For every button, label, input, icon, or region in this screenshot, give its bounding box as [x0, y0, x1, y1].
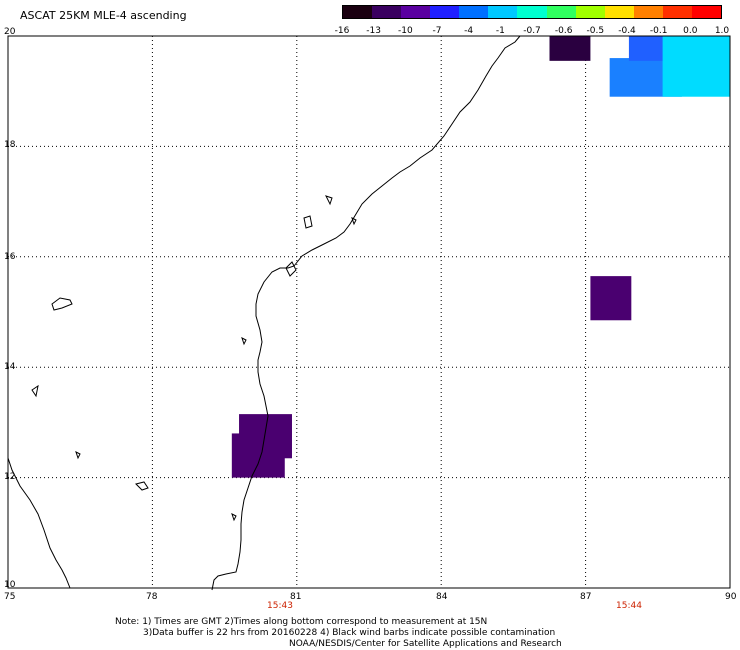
colorbar-swatch-11	[662, 6, 692, 18]
colorbar-label-1: -13	[366, 26, 382, 36]
y-label-16: 16	[4, 252, 16, 262]
colorbar-swatch-9	[604, 6, 634, 18]
purple-patch-east	[590, 276, 632, 321]
colorbar	[342, 5, 722, 19]
colorbar-label-7: -0.6	[554, 26, 573, 36]
colorbar-swatch-4	[459, 6, 489, 18]
colorbar-label-8: -0.5	[586, 26, 605, 36]
colorbar-swatch-2	[401, 6, 431, 18]
y-label-14: 14	[4, 362, 16, 372]
colorbar-label-10: -0.1	[649, 26, 668, 36]
y-label-12: 12	[4, 472, 16, 482]
coastline	[7, 35, 521, 591]
colorbar-swatch-1	[372, 6, 402, 18]
colorbar-swatch-7	[546, 6, 576, 18]
colorbar-swatch-6	[517, 6, 547, 18]
pass-time-1: 15:43	[267, 601, 293, 611]
purple-patch-north	[549, 36, 591, 61]
map-frame	[7, 35, 731, 589]
colorbar-label-5: -1	[495, 26, 505, 36]
colorbar-swatch-12	[691, 6, 722, 18]
x-label-81: 81	[290, 592, 302, 602]
colorbar-swatch-8	[575, 6, 605, 18]
colorbar-swatch-5	[488, 6, 518, 18]
data-cells	[231, 36, 730, 478]
y-label-18: 18	[4, 140, 16, 150]
x-label-90: 90	[725, 592, 737, 602]
colorbar-swatch-0	[343, 6, 373, 18]
footnote-line-2: 3)Data buffer is 22 hrs from 20160228 4)…	[143, 628, 556, 638]
colorbar-labels: -16 -13 -10 -7 -4 -1 -0.7 -0.6 -0.5 -0.4 -0.1 0.0 1.…	[334, 26, 740, 38]
colorbar-swatch-10	[633, 6, 663, 18]
colorbar-label-4: -4	[464, 26, 474, 36]
x-label-87: 87	[580, 592, 592, 602]
cyan-patch-ne	[662, 36, 730, 97]
colorbar-label-3: -7	[432, 26, 442, 36]
footnote-line-1: Note: 1) Times are GMT 2)Times along bot…	[115, 617, 488, 627]
colorbar-label-2: -10	[397, 26, 413, 36]
colorbar-label-6: -0.7	[523, 26, 541, 36]
x-label-75: 75	[4, 592, 16, 602]
x-label-78: 78	[146, 592, 158, 602]
map-title: ASCAT 25KM MLE-4 ascending	[20, 9, 187, 22]
y-label-10: 10	[4, 580, 16, 590]
colorbar-label-0: -16	[334, 26, 350, 36]
colorbar-label-9: -0.4	[618, 26, 636, 36]
footnote: Note: 1) Times are GMT 2)Times along bot…	[115, 617, 562, 650]
colorbar-swatch-3	[430, 6, 460, 18]
graticule	[8, 36, 730, 588]
pass-time-2: 15:44	[616, 601, 642, 611]
footnote-line-3: NOAA/NESDIS/Center for Satellite Applica…	[289, 639, 562, 649]
y-label-20: 20	[4, 27, 16, 37]
colorbar-label-12: 1.0	[714, 26, 730, 36]
colorbar-label-11: 0.0	[683, 26, 698, 36]
x-label-84: 84	[436, 592, 448, 602]
purple-patch-coast-2	[231, 433, 285, 478]
